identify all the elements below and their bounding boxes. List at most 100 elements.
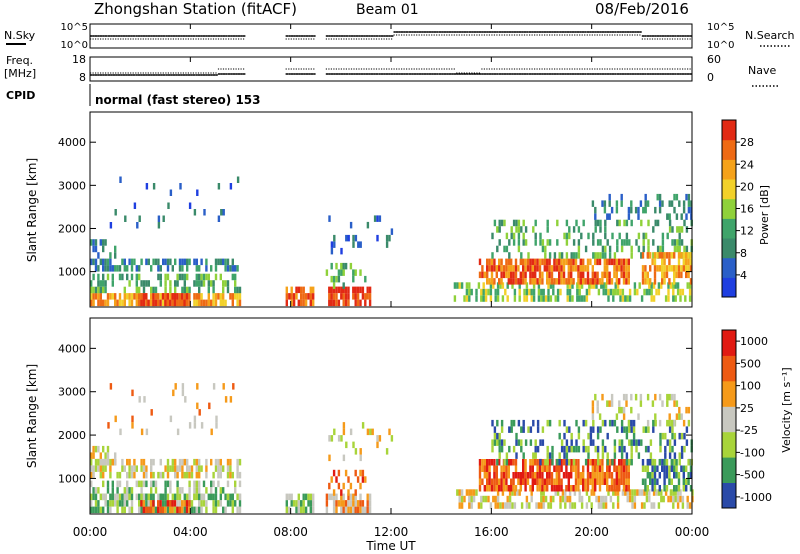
velocity-cell [145, 465, 148, 472]
power-cell [592, 239, 595, 246]
power-cell [550, 265, 554, 272]
velocity-cell [154, 506, 158, 514]
power-cell [501, 295, 505, 302]
power-cell [666, 232, 669, 240]
power-cell [685, 245, 689, 253]
velocity-cell [491, 439, 494, 446]
velocity-cell [217, 500, 220, 507]
velocity-cell [238, 506, 242, 514]
velocity-cell [520, 439, 523, 446]
power-cell [493, 278, 496, 285]
x-tick-label: 20:00 [574, 525, 609, 539]
power-cell [102, 286, 105, 294]
power-cell [625, 219, 629, 227]
velocity-cell [142, 458, 146, 466]
velocity-cell [651, 485, 654, 492]
power-cell [214, 293, 218, 300]
velocity-cell [658, 485, 661, 492]
velocity-cell [178, 493, 182, 501]
power-cell [135, 273, 138, 281]
velocity-cell [596, 458, 600, 466]
velocity-cell [498, 445, 501, 453]
velocity-cell [658, 419, 662, 427]
velocity-cell [352, 506, 355, 514]
velocity-cell [128, 465, 131, 472]
power-cell [562, 258, 566, 266]
power-cell [687, 271, 690, 279]
velocity-cell [519, 478, 522, 485]
power-cell [214, 265, 218, 272]
power-cell [171, 293, 174, 300]
velocity-cell [591, 459, 594, 466]
power-cell [500, 219, 504, 227]
power-cell [290, 286, 293, 294]
power-cell [118, 265, 122, 272]
velocity-cell [171, 500, 174, 507]
velocity-cell [595, 495, 598, 503]
velocity-cell [94, 458, 98, 466]
power-cell [510, 265, 513, 272]
colorbar-tick-label: 20 [740, 180, 754, 193]
velocity-cell [664, 489, 668, 496]
power-cell [219, 258, 222, 266]
power-cell [368, 286, 372, 294]
velocity-cell [555, 478, 558, 485]
colorbar-segment [722, 120, 736, 141]
velocity-cell [559, 502, 562, 509]
velocity-cell [330, 476, 333, 483]
power-cell [640, 295, 644, 302]
power-cell [328, 215, 331, 222]
power-cell [663, 258, 666, 266]
power-cell [567, 265, 570, 272]
velocity-cell [508, 426, 511, 433]
velocity-cell [661, 432, 665, 440]
cpid-text: normal (fast stereo) 153 [95, 93, 261, 107]
power-cell [114, 293, 117, 300]
power-cell [494, 295, 497, 302]
velocity-cell [582, 439, 585, 446]
velocity-cell [111, 458, 114, 466]
power-cell [198, 299, 201, 307]
velocity-cell [672, 489, 675, 496]
power-cell [577, 271, 580, 279]
power-cell [582, 271, 585, 279]
power-cell [145, 280, 148, 287]
power-cell [607, 288, 610, 296]
velocity-cell [682, 485, 685, 492]
velocity-cell [534, 472, 537, 479]
velocity-cell [178, 500, 182, 507]
velocity-cell [554, 489, 557, 496]
power-cell [599, 252, 602, 259]
velocity-cell [104, 500, 107, 507]
power-cell [505, 258, 508, 266]
velocity-cell [586, 478, 590, 485]
power-cell [337, 269, 341, 276]
power-cell [627, 206, 631, 214]
power-cell [538, 265, 542, 272]
velocity-cell [344, 506, 348, 514]
power-cell [181, 299, 184, 307]
velocity-cell [195, 506, 198, 514]
power-cell [111, 265, 114, 272]
colorbar-tick-label: 4 [740, 269, 747, 282]
power-cell [586, 271, 590, 279]
power-cell [114, 252, 117, 259]
power-cell [173, 299, 177, 307]
velocity-cell [665, 465, 669, 472]
velocity-cell [478, 465, 482, 472]
power-cell [541, 245, 545, 253]
velocity-cell [138, 506, 141, 514]
power-cell [373, 215, 377, 222]
power-cell [638, 282, 641, 289]
velocity-cell [149, 506, 153, 514]
velocity-cell [596, 400, 599, 407]
power-cell [142, 280, 146, 287]
velocity-cell [368, 500, 372, 507]
power-cell [603, 271, 606, 279]
velocity-cell [196, 402, 199, 410]
velocity-cell [131, 422, 134, 429]
power-cell [116, 265, 119, 272]
power-cell [159, 273, 162, 281]
